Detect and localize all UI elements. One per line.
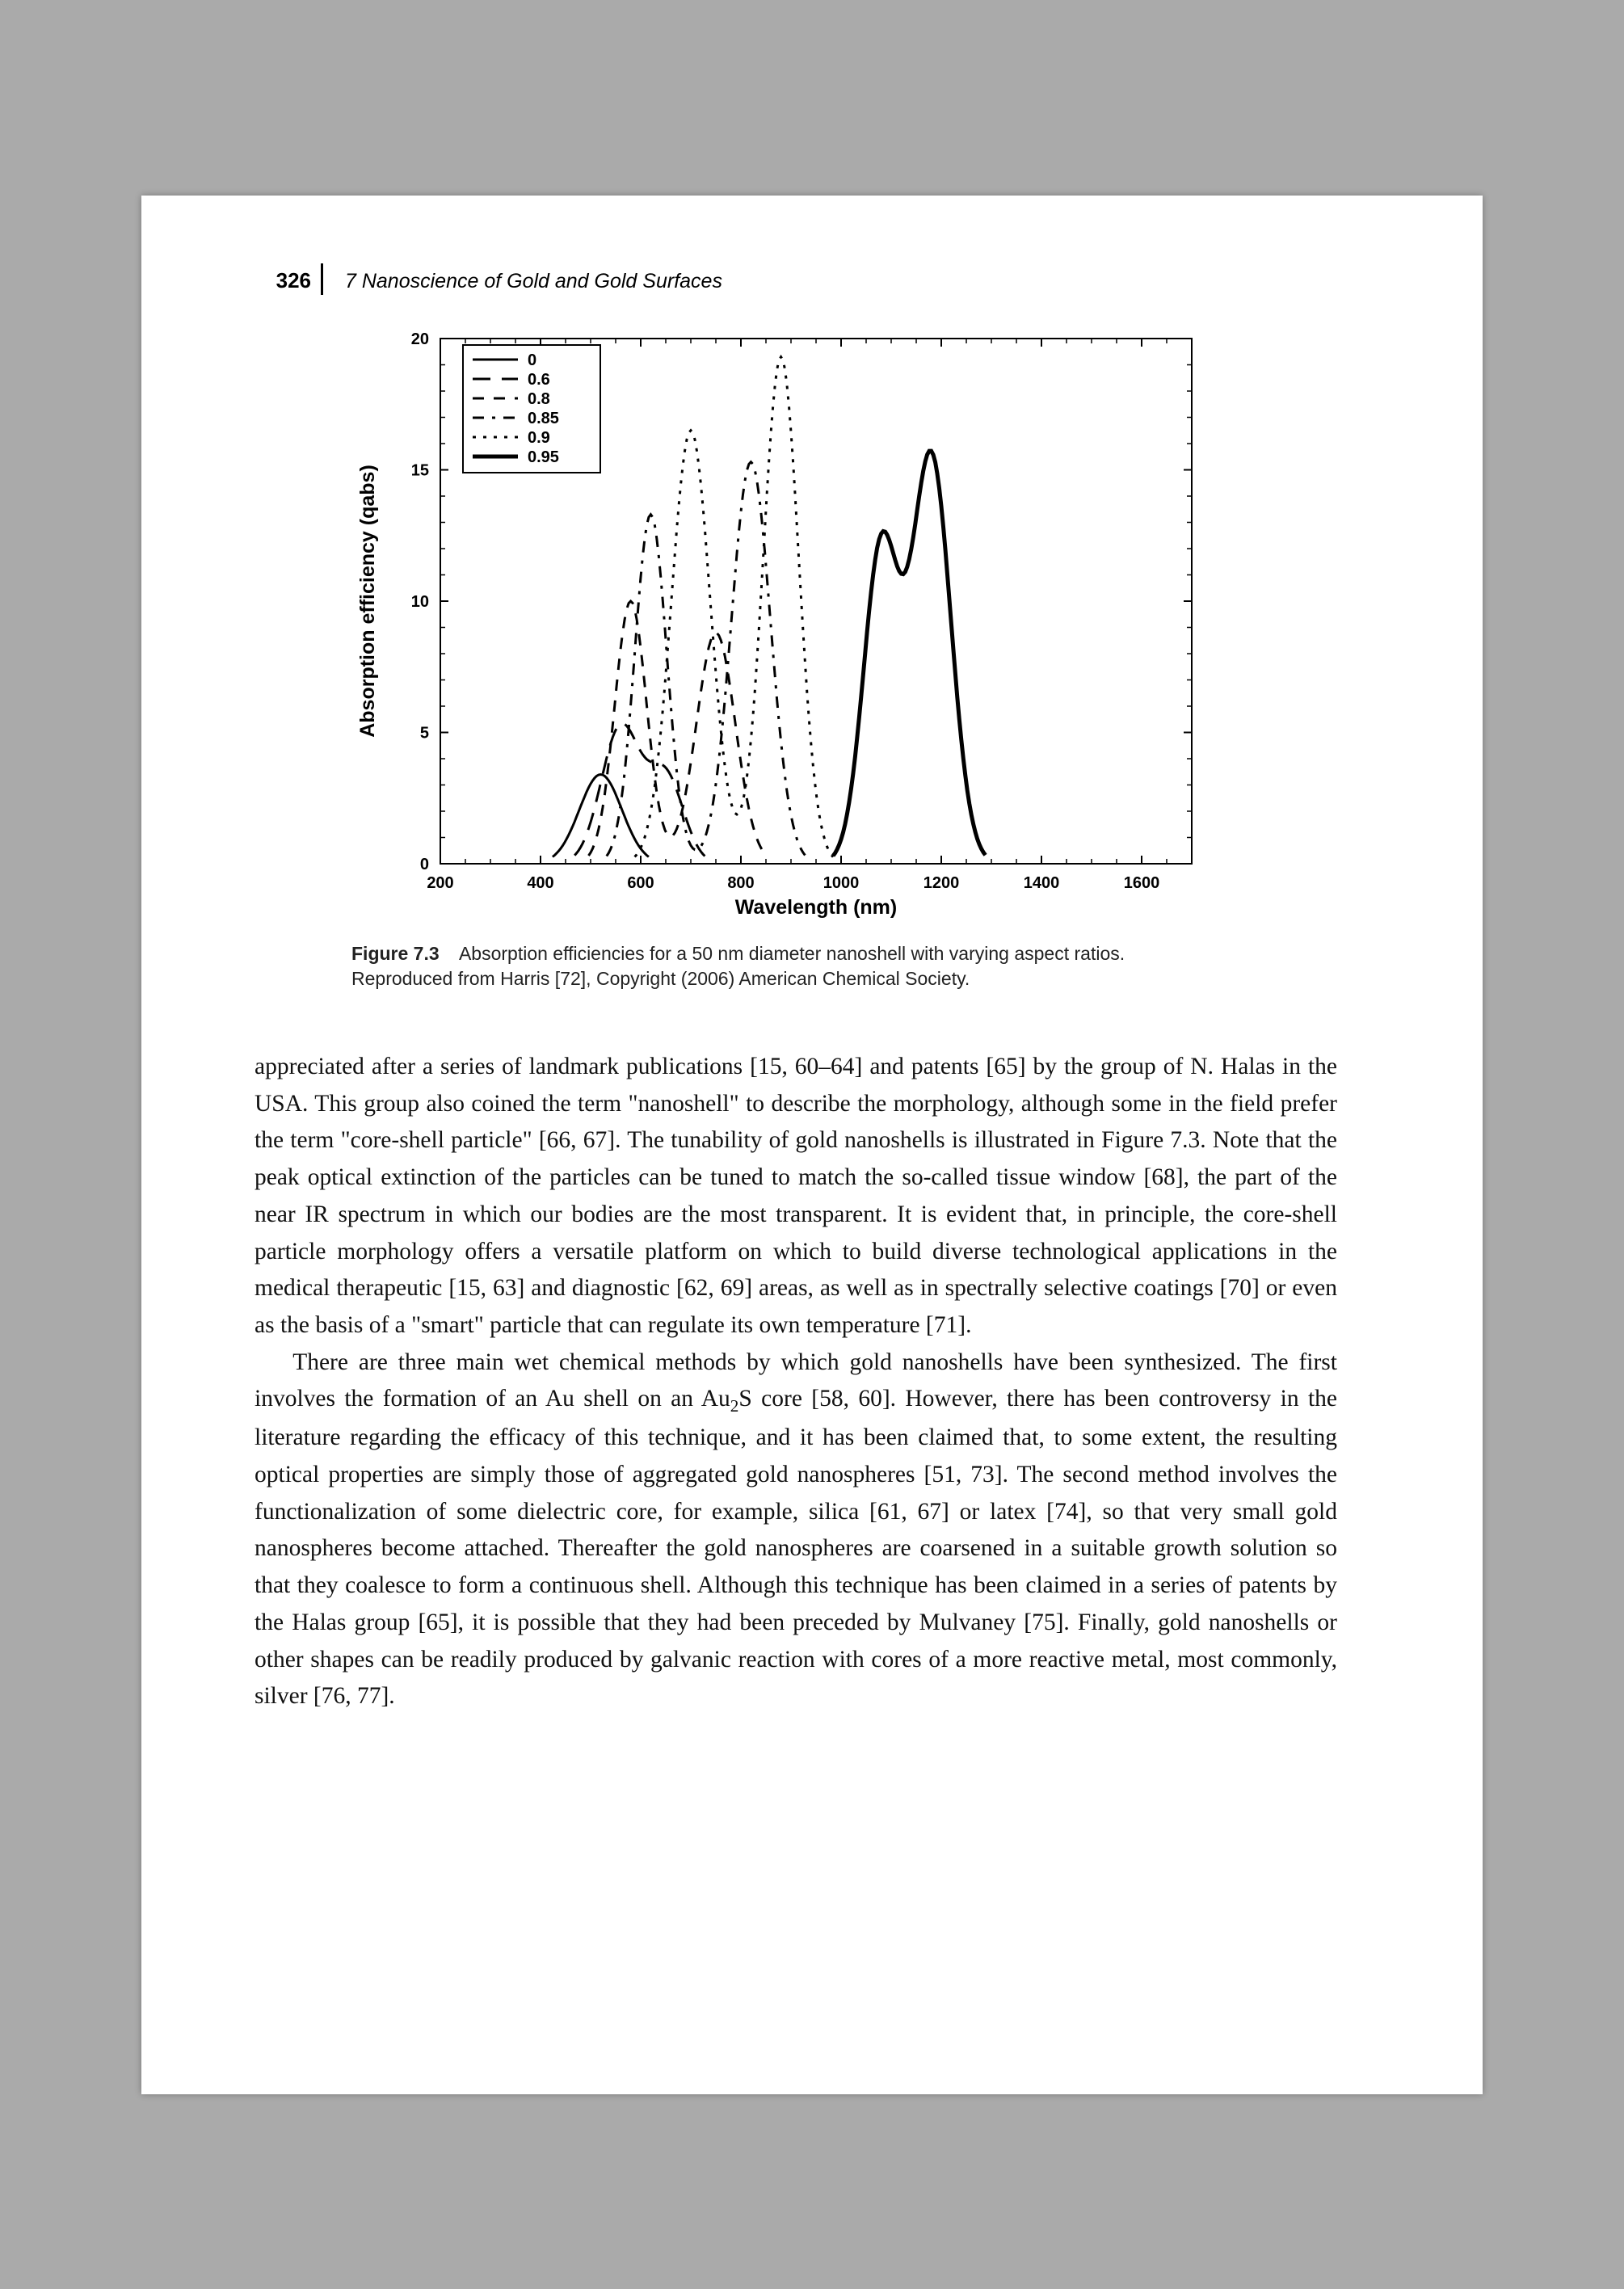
- svg-text:600: 600: [627, 874, 654, 892]
- svg-text:1200: 1200: [923, 874, 960, 892]
- body-text: appreciated after a series of landmark p…: [255, 1049, 1337, 1715]
- svg-text:Absorption efficiency (qabs): Absorption efficiency (qabs): [356, 465, 379, 738]
- paragraph-2-post: S core [58, 60]. However, there has been…: [255, 1386, 1337, 1709]
- svg-text:10: 10: [411, 593, 429, 611]
- svg-text:0: 0: [528, 351, 536, 369]
- paragraph-2-sub: 2: [730, 1396, 739, 1416]
- svg-text:0: 0: [420, 856, 429, 873]
- paragraph-2: There are three main wet chemical method…: [255, 1344, 1337, 1715]
- svg-text:0.85: 0.85: [528, 410, 559, 427]
- running-head: 326 7 Nanoscience of Gold and Gold Surfa…: [255, 268, 1337, 293]
- chart-svg: 200 400 600 800 1000 1200 1400 1600 0 5 10 15 20 Wave…: [351, 314, 1208, 928]
- svg-text:0.8: 0.8: [528, 390, 550, 408]
- svg-text:400: 400: [527, 874, 553, 892]
- figure-caption: Figure 7.3 Absorption efficiencies for a…: [351, 941, 1143, 992]
- svg-text:1400: 1400: [1024, 874, 1060, 892]
- page-number: 326: [255, 268, 311, 293]
- chapter-title: 7 Nanoscience of Gold and Gold Surfaces: [322, 270, 722, 293]
- paragraph-1: appreciated after a series of landmark p…: [255, 1049, 1337, 1344]
- figure-caption-text: Absorption efficiencies for a 50 nm diam…: [351, 943, 1125, 990]
- svg-text:15: 15: [411, 461, 429, 479]
- svg-text:0.95: 0.95: [528, 448, 559, 466]
- svg-text:0.6: 0.6: [528, 371, 550, 389]
- svg-text:Wavelength (nm): Wavelength (nm): [735, 896, 897, 919]
- figure-label: Figure 7.3: [351, 943, 440, 964]
- svg-text:20: 20: [411, 330, 429, 348]
- svg-text:800: 800: [727, 874, 754, 892]
- svg-text:5: 5: [420, 724, 429, 742]
- page: 326 7 Nanoscience of Gold and Gold Surfa…: [141, 196, 1483, 2094]
- svg-text:1600: 1600: [1124, 874, 1160, 892]
- figure-chart: 200 400 600 800 1000 1200 1400 1600 0 5 10 15 20 Wave…: [351, 314, 1208, 928]
- svg-text:0.9: 0.9: [528, 429, 550, 447]
- svg-text:200: 200: [427, 874, 453, 892]
- svg-text:1000: 1000: [823, 874, 860, 892]
